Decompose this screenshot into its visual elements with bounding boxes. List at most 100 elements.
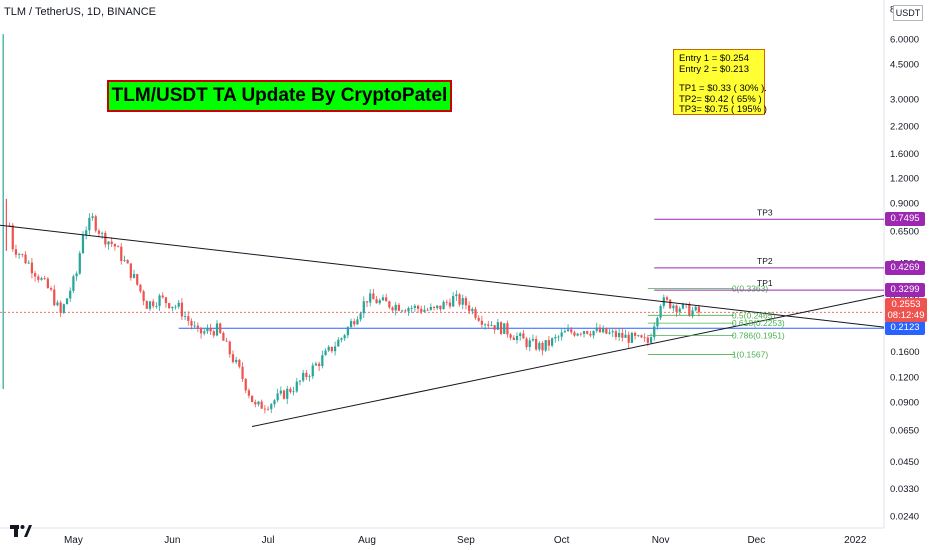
candle-body (270, 404, 273, 410)
candle-body (627, 334, 630, 343)
time-tick-label: Nov (652, 535, 670, 546)
candle-body (212, 331, 215, 336)
candle-body (633, 332, 637, 336)
level-price-tag: 0.4269 (885, 260, 925, 275)
candle-body (148, 301, 152, 309)
candle-body (369, 293, 372, 303)
fib-level-label: 0.5(0.2465) (732, 310, 776, 320)
candle-body (515, 336, 519, 340)
currency-badge[interactable]: USDT (893, 5, 923, 21)
candle-body (640, 335, 643, 338)
candle-body (222, 332, 225, 341)
candle-body (250, 395, 254, 403)
candle-body (187, 316, 190, 321)
candle-body (174, 306, 177, 308)
candle-body (289, 388, 292, 393)
candle-body (576, 333, 579, 336)
candle-body (378, 300, 381, 304)
candle-body (455, 294, 458, 296)
candle-body (238, 359, 241, 367)
candle-body (91, 216, 94, 218)
entry-1-line: Entry 1 = $0.254 (679, 53, 749, 64)
candle-body (219, 323, 222, 333)
level-price-tag: 0.1600 (885, 345, 925, 360)
candle-body (566, 329, 570, 332)
candle-body (404, 310, 407, 312)
candle-body (522, 333, 525, 339)
candle-body (589, 333, 592, 336)
candle-body (244, 378, 247, 391)
candle-body (420, 308, 423, 312)
candle-body (139, 284, 142, 292)
candle-body (164, 297, 168, 304)
tradingview-logo-icon[interactable] (10, 522, 32, 540)
candle-body (445, 301, 448, 303)
price-tick-label: 0.6500 (890, 227, 919, 238)
tp2-line: TP2= $0.42 ( 65% ) (679, 93, 762, 105)
candle-body (314, 363, 318, 366)
candle-body (388, 301, 391, 308)
candle-body (49, 288, 53, 290)
candle-body (292, 391, 295, 393)
candle-body (697, 306, 701, 313)
candle-body (81, 234, 85, 254)
candle-body (161, 295, 164, 298)
ascending-trendline (252, 295, 885, 428)
candle-body (410, 307, 413, 309)
candle-body (442, 301, 445, 310)
candle-body (528, 340, 531, 348)
candle-body (260, 401, 263, 409)
candle-body (385, 297, 388, 302)
candle-body (375, 299, 378, 304)
candle-body (282, 390, 286, 399)
candle-body (637, 335, 640, 337)
price-tick-label: 0.0330 (890, 484, 919, 495)
candle-body (407, 308, 410, 312)
candle-body (413, 305, 416, 308)
candle-body (397, 304, 401, 311)
candle-body (365, 301, 369, 303)
candle-body (180, 302, 184, 317)
candle-body (643, 337, 646, 339)
candle-body (11, 225, 14, 250)
candle-body (257, 401, 260, 405)
price-tick-label: 6.0000 (890, 35, 919, 46)
candle-body (656, 317, 659, 327)
descending-trendline (0, 224, 885, 328)
candle-body (241, 366, 244, 379)
candle-body (439, 305, 442, 310)
fib-level-label: 1(0.1567) (732, 349, 769, 359)
entry-2-line: Entry 2 = $0.213 (679, 63, 749, 75)
candle-body (120, 246, 123, 261)
candle-body (400, 310, 404, 312)
candle-body (595, 327, 598, 331)
tp1-line: TP1 = $0.33 ( 30% ). (679, 83, 767, 94)
level-price-tag: 0.7495 (885, 212, 925, 227)
candle-body (110, 241, 113, 244)
candle-body (547, 340, 551, 346)
candle-body (464, 298, 468, 306)
candle-body (487, 324, 490, 326)
candle-body (305, 372, 308, 377)
candle-body (168, 303, 171, 309)
time-tick-label: May (64, 535, 83, 546)
candle-body (391, 307, 394, 311)
candle-body (480, 320, 484, 325)
candle-body (611, 331, 614, 333)
candle-body (563, 331, 566, 333)
candle-body (152, 301, 155, 307)
candle-body (394, 304, 397, 311)
candle-body (458, 294, 461, 305)
candle-body (359, 313, 362, 320)
candle-body (33, 273, 37, 277)
fib-level-label: 0(0.3363) (732, 284, 769, 294)
candle-body (101, 232, 104, 234)
candle-body (308, 376, 311, 378)
candle-body (582, 331, 586, 334)
candle-body (672, 305, 675, 309)
candle-body (276, 393, 279, 401)
candle-body (129, 263, 132, 278)
candle-body (570, 329, 573, 333)
time-tick-label: Dec (747, 535, 765, 546)
